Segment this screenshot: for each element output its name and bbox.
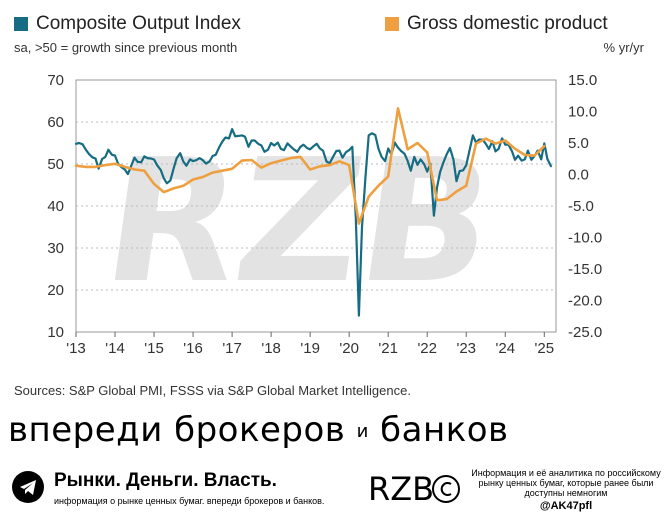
left-axis-tick: 50 (47, 156, 64, 173)
x-axis-tick: '15 (144, 340, 164, 357)
series-group (74, 107, 552, 317)
watermark: RZB (93, 123, 505, 321)
left-axis-tick: 10 (47, 324, 64, 341)
composite-output-line (74, 128, 552, 317)
right-axis-tick: 10.0 (568, 104, 597, 121)
x-axis-tick: '22 (417, 340, 437, 357)
source-note: Sources: S&P Global PMI, FSSS via S&P Gl… (14, 383, 411, 398)
left-axis-subtitle: sa, >50 = growth since previous month (14, 40, 238, 55)
left-axis-tick: 60 (47, 114, 64, 131)
left-axis-tick: 30 (47, 240, 64, 257)
rzb-logo-text: RZB (368, 470, 434, 507)
x-axis-tick: '23 (456, 340, 476, 357)
right-axis-tick: -25.0 (568, 324, 602, 341)
composite-legend-swatch (14, 17, 28, 31)
right-axis-tick: 15.0 (568, 72, 597, 89)
telegram-icon[interactable] (12, 471, 44, 503)
left-axis-tick: 20 (47, 282, 64, 299)
info-text: Информация и её аналитика по российскому… (471, 468, 661, 498)
right-axis-tick: 0.0 (568, 167, 589, 184)
footer: Рынки. Деньги. Власть. информация о рынк… (0, 463, 666, 517)
gdp-legend-swatch (385, 17, 399, 31)
watermark-text: RZB (93, 123, 505, 321)
composite-legend-label: Composite Output Index (36, 13, 241, 34)
left-axis-tick: 40 (47, 198, 64, 215)
x-axis-tick: '24 (495, 340, 515, 357)
x-axis-tick: '14 (105, 340, 125, 357)
x-axis-tick: '18 (261, 340, 281, 357)
brand-subtitle: информация о рынке ценных бумаг. впереди… (54, 496, 325, 506)
slogan-part1: впереди брокеров (8, 410, 346, 450)
gdp-line (74, 107, 546, 225)
right-axis-tick: -15.0 (568, 261, 602, 278)
right-axis-tick: 5.0 (568, 135, 589, 152)
left-axis-tick: 70 (47, 72, 64, 89)
right-axis-tick: -5.0 (568, 198, 594, 215)
x-axis-tick: '20 (339, 340, 359, 357)
slogan-conj: и (356, 421, 369, 442)
right-axis-subtitle: % yr/yr (603, 40, 644, 55)
gdp-legend-label: Gross domestic product (407, 13, 608, 34)
x-axis-tick: '25 (535, 340, 555, 357)
x-axis-tick: '21 (378, 340, 398, 357)
legend-item-composite: Composite Output Index (14, 12, 241, 36)
x-axis-tick: '13 (66, 340, 86, 357)
x-axis-tick: '19 (300, 340, 320, 357)
chart: RZB 10 20 30 40 50 60 70 15.0 10.0 5.0 0.0 -5.0 -10.… (47, 72, 602, 357)
right-axis-tick: -10.0 (568, 230, 602, 247)
right-axis-tick: -20.0 (568, 293, 602, 310)
brand-title: Рынки. Деньги. Власть. (54, 470, 277, 491)
x-axis-tick: '16 (183, 340, 203, 357)
legend-item-gdp: Gross domestic product (385, 12, 608, 36)
channel-handle[interactable]: @AK47pfl (539, 500, 593, 512)
slogan: впереди брокеров и банков (8, 410, 658, 456)
axes: 10 20 30 40 50 60 70 15.0 10.0 5.0 0.0 -5.0 -10.0 -15… (47, 72, 602, 357)
rzb-logo: RZB (368, 470, 460, 507)
slogan-part2: банков (380, 410, 509, 450)
x-axis-tick: '17 (222, 340, 242, 357)
